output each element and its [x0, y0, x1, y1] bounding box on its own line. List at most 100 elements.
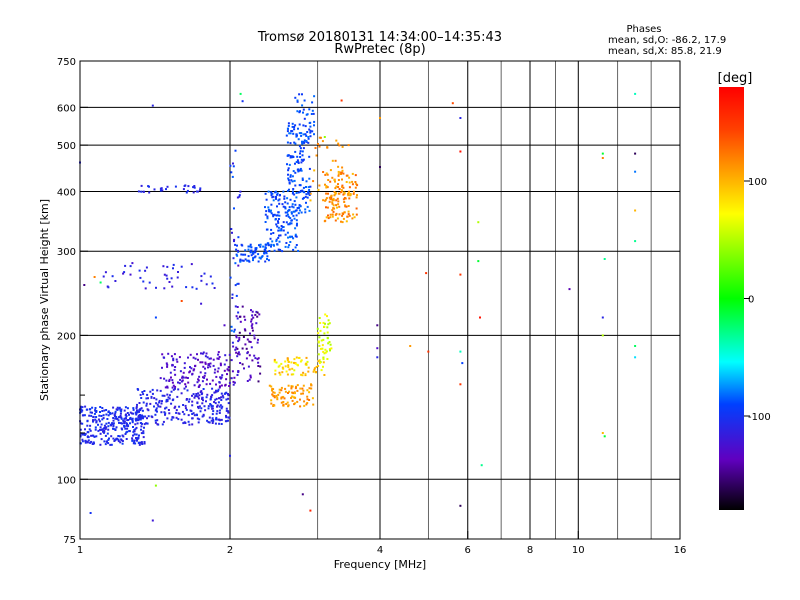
data-point [270, 245, 272, 248]
data-point [174, 185, 177, 188]
data-point [121, 434, 124, 437]
data-point [103, 431, 105, 434]
data-point [298, 209, 301, 212]
data-point [186, 189, 189, 192]
data-point [84, 405, 87, 408]
data-point [197, 407, 200, 410]
data-point [240, 253, 243, 256]
data-point [105, 440, 108, 443]
data-point [346, 174, 349, 177]
data-point [117, 438, 120, 441]
data-point [242, 253, 245, 256]
data-point [289, 174, 292, 177]
data-point [248, 378, 251, 381]
data-point [309, 185, 312, 188]
data-point [180, 300, 183, 302]
data-point [191, 404, 194, 407]
data-point [300, 373, 303, 376]
data-point [276, 398, 279, 401]
data-point [255, 322, 258, 325]
data-point [135, 437, 137, 439]
data-point [336, 217, 339, 220]
data-point [347, 192, 350, 195]
data-point [308, 391, 311, 394]
data-point [94, 428, 97, 431]
data-point [291, 203, 294, 206]
data-point [302, 190, 305, 193]
data-point [315, 371, 317, 373]
data-point [121, 428, 124, 431]
data-point [322, 171, 325, 173]
data-point [276, 225, 279, 228]
data-point [312, 403, 315, 406]
data-point [192, 412, 195, 415]
data-point [338, 213, 341, 216]
data-point [266, 255, 269, 258]
data-point [302, 371, 305, 374]
data-point [188, 423, 191, 426]
data-point [295, 196, 298, 199]
data-point [106, 285, 109, 288]
data-point [225, 416, 228, 419]
data-point [275, 394, 278, 397]
data-point [109, 443, 112, 446]
data-point [89, 411, 92, 414]
data-point [247, 259, 250, 262]
data-point [92, 416, 95, 419]
data-point [331, 215, 334, 218]
data-point [232, 380, 235, 383]
data-point [198, 405, 201, 408]
data-point [333, 191, 336, 193]
data-point [107, 425, 110, 428]
data-point [143, 426, 145, 429]
data-point [305, 403, 308, 406]
data-point [273, 404, 276, 407]
data-point [280, 389, 283, 392]
y-tick-label: 600 [57, 103, 76, 114]
data-point [90, 434, 93, 437]
data-point [223, 369, 226, 372]
x-tick-label: 10 [572, 545, 585, 556]
data-point [182, 422, 185, 425]
data-point [257, 338, 259, 341]
data-point [132, 407, 135, 410]
data-point [195, 393, 198, 396]
data-point [136, 422, 139, 425]
data-point [634, 356, 637, 359]
data-point [308, 155, 311, 158]
data-point [292, 188, 295, 190]
data-point [311, 109, 314, 112]
data-point [326, 336, 329, 339]
data-point [139, 418, 142, 421]
data-point [250, 346, 253, 349]
data-point [161, 366, 163, 369]
data-point [166, 400, 169, 402]
data-point [284, 365, 287, 368]
data-point [329, 198, 332, 201]
data-point [248, 340, 251, 343]
data-point [231, 341, 234, 344]
data-point [221, 374, 224, 377]
data-point [139, 276, 142, 279]
y-tick-label: 750 [57, 57, 76, 68]
data-point [140, 432, 143, 435]
data-point [321, 140, 324, 143]
data-point [192, 393, 195, 396]
data-point [81, 406, 84, 409]
data-point [376, 356, 379, 359]
data-point [245, 347, 248, 350]
data-point [116, 406, 119, 409]
data-point [319, 347, 322, 350]
data-point [176, 395, 179, 398]
data-point [98, 414, 101, 417]
data-point [329, 216, 332, 219]
data-point [204, 409, 207, 412]
data-point [196, 417, 199, 420]
data-point [170, 418, 173, 421]
data-point [191, 394, 193, 397]
data-point [154, 419, 157, 422]
data-point [123, 409, 126, 412]
data-point [270, 228, 273, 231]
data-point [292, 190, 294, 193]
data-point [334, 213, 337, 216]
